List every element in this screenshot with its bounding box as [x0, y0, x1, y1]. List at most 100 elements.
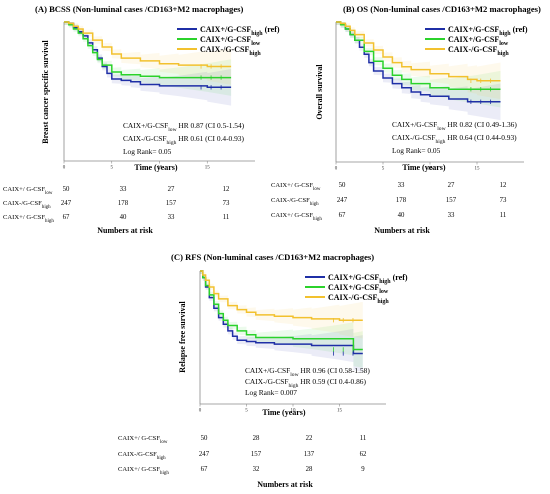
confidence-band-1: [64, 22, 232, 106]
risk-value: 12: [500, 182, 507, 189]
hr-annotation-2: CAIX-/G-CSFhigh HR 0.61 (CI 0.4-0.93): [123, 134, 244, 146]
numbers-at-risk-label: Numbers at risk: [97, 226, 153, 235]
risk-value: 40: [398, 212, 405, 219]
panel-a: (A) BCSS (Non-luminal cases /CD163+M2 ma…: [3, 4, 280, 235]
x-tick-label: 0: [335, 167, 338, 172]
x-tick-label: 10: [428, 167, 434, 172]
risk-value: 11: [223, 214, 230, 221]
panel-c: (C) RFS (Non-luminal cases /CD163+M2 mac…: [118, 252, 408, 489]
confidence-band-3: [200, 271, 363, 339]
y-axis-label: Breast cancer specific survival: [41, 39, 50, 143]
numbers-at-risk-label: Numbers at risk: [374, 226, 430, 235]
hr-annotation-2: CAIX-/G-CSFhigh HR 0.64 (CI 0.44-0.93): [392, 133, 517, 145]
risk-value: 11: [500, 212, 507, 219]
risk-row-label-2: CAIX-/G-CSFhigh: [3, 200, 51, 210]
x-axis-label: Time (years): [134, 163, 178, 172]
risk-row-label-3: CAIX+/ G-CSFhigh: [118, 466, 169, 476]
risk-value: 137: [304, 451, 315, 458]
legend-label-2: CAIX+/G-CSFlow: [328, 283, 389, 295]
confidence-band-3: [64, 22, 232, 85]
risk-value: 178: [396, 197, 407, 204]
series-line-2: [64, 21, 232, 79]
risk-value: 67: [201, 466, 208, 473]
risk-value: 157: [446, 197, 457, 204]
risk-value: 50: [201, 435, 208, 442]
series-line-2: [200, 270, 363, 351]
risk-value: 33: [448, 212, 455, 219]
risk-value: 67: [63, 214, 70, 221]
risk-value: 67: [339, 212, 346, 219]
y-axis-label: Relapse free survival: [178, 301, 187, 373]
risk-value: 50: [63, 186, 70, 193]
hr-annotation-3: Log Rank= 0.007: [245, 388, 297, 397]
risk-value: 50: [339, 182, 346, 189]
confidence-band-2: [200, 271, 363, 368]
x-tick-label: 15: [205, 166, 211, 171]
hr-annotation-3: Log Rank= 0.05: [392, 146, 441, 155]
x-tick-label: 5: [245, 409, 248, 414]
risk-value: 33: [120, 186, 127, 193]
risk-row-label-1: CAIX+/ G-CSFlow: [118, 435, 168, 445]
risk-value: 73: [223, 200, 230, 207]
hr-annotation-3: Log Rank= 0.05: [123, 147, 172, 156]
x-tick-label: 5: [111, 166, 114, 171]
hr-annotation-1: CAIX+/G-CSFlow HR 0.82 (CI 0.49-1.36): [392, 120, 517, 132]
chart-title: (C) RFS (Non-luminal cases /CD163+M2 mac…: [171, 252, 374, 262]
risk-row-label-1: CAIX+/ G-CSFlow: [3, 186, 53, 196]
numbers-at-risk-label: Numbers at risk: [257, 480, 313, 489]
risk-value: 22: [306, 435, 313, 442]
x-axis-label: Time (years): [262, 408, 306, 417]
series-line-2: [336, 21, 501, 90]
series-line-3: [336, 21, 501, 82]
risk-value: 247: [337, 197, 348, 204]
risk-value: 28: [306, 466, 313, 473]
hr-annotation-2: CAIX-/G-CSFhigh HR 0.59 (CI 0.4-0.86): [245, 377, 366, 389]
legend-label-2: CAIX+/G-CSFlow: [448, 35, 509, 47]
legend-label-2: CAIX+/G-CSFlow: [200, 35, 261, 47]
series-line-3: [64, 21, 232, 68]
risk-value: 247: [61, 200, 72, 207]
x-tick-label: 0: [199, 409, 202, 414]
x-tick-label: 10: [291, 409, 297, 414]
legend-label-3: CAIX-/G-CSFhigh: [328, 293, 389, 305]
risk-value: 157: [251, 451, 262, 458]
risk-value: 11: [360, 435, 367, 442]
hr-annotation-1: CAIX+/G-CSFlow HR 0.87 (CI 0.5-1.54): [123, 121, 245, 133]
risk-value: 157: [166, 200, 177, 207]
confidence-band-1: [200, 271, 363, 372]
x-tick-label: 15: [475, 167, 481, 172]
risk-value: 62: [360, 451, 367, 458]
x-tick-label: 10: [157, 166, 163, 171]
risk-value: 28: [253, 435, 260, 442]
risk-value: 32: [253, 466, 260, 473]
confidence-band-1: [336, 22, 501, 121]
risk-value: 12: [223, 186, 230, 193]
x-tick-label: 15: [337, 409, 343, 414]
risk-row-label-2: CAIX-/G-CSFhigh: [118, 451, 166, 461]
risk-row-label-2: CAIX-/G-CSFhigh: [271, 197, 319, 207]
risk-row-label-3: CAIX+/ G-CSFhigh: [271, 212, 322, 222]
confidence-band-2: [336, 22, 501, 108]
risk-value: 33: [398, 182, 405, 189]
risk-value: 40: [120, 214, 127, 221]
risk-value: 27: [168, 186, 175, 193]
risk-value: 33: [168, 214, 175, 221]
chart-title: (B) OS (Non-luminal cases /CD163+M2 macr…: [343, 4, 541, 14]
chart-title: (A) BCSS (Non-luminal cases /CD163+M2 ma…: [35, 4, 243, 14]
series-line-3: [200, 270, 363, 321]
x-tick-label: 5: [382, 167, 385, 172]
x-axis-label: Time (years): [402, 163, 446, 172]
legend-label-1: CAIX+/G-CSFhigh (ref): [448, 25, 528, 37]
risk-row-label-1: CAIX+/ G-CSFlow: [271, 182, 321, 192]
risk-value: 9: [361, 466, 365, 473]
risk-row-label-3: CAIX+/ G-CSFhigh: [3, 214, 54, 224]
risk-value: 247: [199, 451, 210, 458]
risk-value: 178: [118, 200, 129, 207]
x-tick-label: 0: [63, 166, 66, 171]
legend-label-1: CAIX+/G-CSFhigh (ref): [200, 25, 280, 37]
y-axis-label: Overall survival: [315, 64, 324, 120]
legend-label-1: CAIX+/G-CSFhigh (ref): [328, 273, 408, 285]
legend-label-3: CAIX-/G-CSFhigh: [200, 45, 261, 57]
hr-annotation-1: CAIX+/G-CSFlow HR 0.96 (CI 0.58-1.58): [245, 366, 370, 378]
